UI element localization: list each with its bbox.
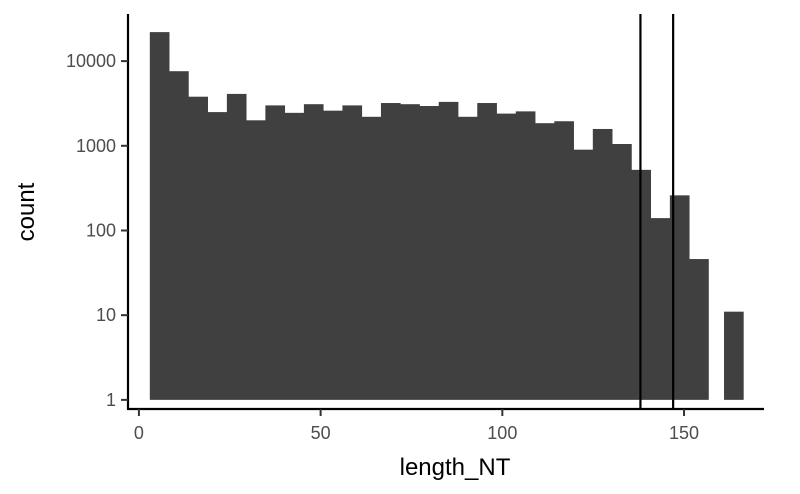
x-axis-title: length_NT [400,454,511,481]
histogram-bar-23 [592,128,613,400]
histogram-bar-14 [419,106,440,400]
y-tick-label-0: 1 [106,390,116,410]
histogram-bar-0 [149,32,170,400]
histogram-bar-3 [207,112,228,400]
histogram-bar-10 [342,105,363,400]
y-tick-label-1: 10 [96,305,116,325]
histogram-bars [149,32,744,400]
histogram-bar-4 [226,93,247,400]
histogram-bar-1 [169,71,189,400]
histogram-bar-26 [650,218,671,400]
y-tick-label-3: 1000 [76,136,116,156]
x-tick-label-1: 50 [311,423,331,443]
histogram-bar-17 [477,103,497,400]
histogram-bar-12 [380,103,401,400]
histogram-bar-5 [246,120,266,400]
x-axis-ticks: 0 50 100 150 [134,409,699,443]
histogram-bar-28 [689,259,709,400]
y-tick-label-4: 10000 [66,51,116,71]
histogram-bar-20 [535,123,555,400]
histogram-bar-19 [515,111,536,400]
histogram-bar-13 [400,104,420,400]
histogram-bar-15 [438,101,459,400]
y-axis-title: count [13,182,40,241]
histogram-bar-18 [496,113,517,400]
y-tick-label-2: 100 [86,220,116,240]
histogram-bar-6 [265,105,286,400]
histogram-bar-27 [669,195,690,400]
histogram-bar-8 [303,104,324,400]
histogram-bar-7 [284,112,305,400]
reference-lines [639,14,675,409]
histogram-bar-2 [188,96,208,400]
histogram-bar-24 [612,144,632,400]
histogram-bar-9 [323,110,343,400]
histogram-bar-21 [554,121,574,400]
y-axis-ticks: 1 10 100 1000 10000 [66,51,128,410]
x-tick-label-3: 150 [669,423,699,443]
x-tick-label-2: 100 [487,423,517,443]
histogram-bar-29 [724,311,744,400]
histogram-bar-16 [457,116,478,400]
histogram-bar-22 [573,149,594,400]
x-tick-label-0: 0 [134,423,144,443]
histogram-bar-11 [361,116,382,400]
